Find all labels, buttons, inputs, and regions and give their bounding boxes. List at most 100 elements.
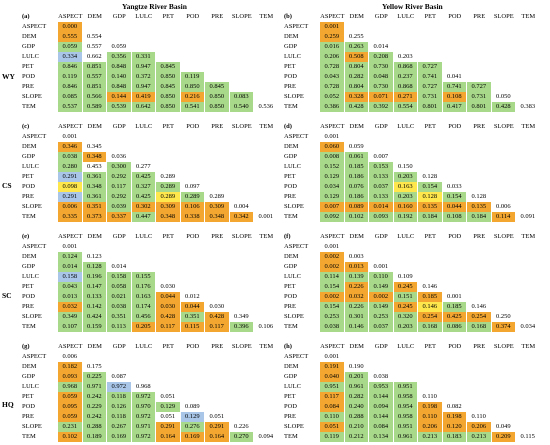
column-header: SLOPE (493, 343, 514, 350)
table-cell: 0.731 (418, 92, 442, 102)
table-cell: 0.001 (324, 243, 340, 250)
row-header: PRE (284, 303, 296, 310)
table-cell: 0.206 (418, 422, 442, 432)
table-cell: 0.961 (393, 432, 417, 442)
column-header: POD (448, 343, 462, 350)
table-cell: 0.557 (86, 43, 102, 50)
table-cell: 0.030 (209, 303, 225, 310)
row-header: DEM (22, 363, 37, 370)
table-cell: 0.850 (156, 102, 180, 112)
table-cell: 0.951 (393, 422, 417, 432)
table-cell: 0.126 (107, 402, 131, 412)
table-cell: 0.033 (446, 183, 462, 190)
table-cell: 0.309 (156, 202, 180, 212)
row-header: PRE (22, 413, 34, 420)
table-cell: 0.728 (320, 82, 344, 92)
table-cell: 0.183 (442, 432, 466, 442)
table-cell: 0.037 (369, 322, 393, 332)
table-cell: 0.006 (495, 203, 511, 210)
table-cell: 0.727 (418, 82, 442, 92)
table-cell: 0.008 (320, 152, 344, 162)
table-cell: 0.282 (344, 392, 368, 402)
table-cell: 0.124 (58, 252, 82, 262)
table-panel: (a) ASPECT DEM GDP LULC PET POD PRE SLOPE TEM ASPE… (22, 12, 286, 114)
row-header: ASPECT (22, 23, 47, 30)
table-cell: 0.006 (62, 353, 78, 360)
column-header: POD (186, 343, 200, 350)
table-cell: 0.034 (520, 323, 536, 330)
row-header: PRE (284, 193, 296, 200)
row-header: PET (284, 63, 296, 70)
row-header: DEM (22, 253, 37, 260)
table-cell: 0.291 (58, 192, 82, 202)
column-header: PET (162, 343, 175, 350)
column-header: PET (162, 123, 175, 130)
column-header: TEM (521, 343, 536, 350)
column-header: POD (448, 123, 462, 130)
table-cell: 0.164 (156, 432, 180, 442)
row-header: LULC (284, 163, 301, 170)
row-header: SLOPE (22, 93, 42, 100)
table-cell: 0.059 (58, 42, 82, 52)
table-cell: 0.108 (442, 92, 466, 102)
table-cell: 0.052 (320, 92, 344, 102)
table-cell: 0.868 (393, 82, 417, 92)
table-cell: 0.289 (156, 182, 180, 192)
table-cell: 0.115 (180, 322, 204, 332)
table-cell: 0.292 (107, 192, 131, 202)
column-header: GDP (112, 343, 126, 350)
table-cell: 0.291 (156, 422, 180, 432)
table-cell: 0.727 (467, 82, 491, 92)
table-cell: 0.093 (58, 372, 82, 382)
table-cell: 0.032 (344, 292, 368, 302)
table-cell: 0.146 (418, 302, 442, 312)
row-header: GDP (22, 153, 36, 160)
table-cell: 0.958 (393, 392, 417, 402)
table-cell: 0.163 (393, 182, 417, 192)
table-cell: 0.250 (495, 313, 511, 320)
row-header: LULC (284, 273, 301, 280)
column-header: SLOPE (231, 13, 252, 20)
table-cell: 0.154 (442, 192, 466, 202)
table-cell: 0.174 (131, 302, 155, 312)
table-cell: 0.540 (229, 102, 253, 112)
table-cell: 0.361 (82, 192, 106, 202)
table-cell: 0.289 (209, 193, 225, 200)
row-header: SLOPE (22, 203, 42, 210)
table-cell: 0.419 (131, 92, 155, 102)
table-cell: 0.589 (82, 102, 106, 112)
row-header: PET (22, 393, 34, 400)
row-header: GDP (22, 263, 36, 270)
column-header: LULC (135, 343, 153, 350)
column-header: DEM (349, 343, 364, 350)
row-header: PET (22, 63, 34, 70)
table-cell: 0.254 (467, 312, 491, 322)
table-cell: 0.741 (442, 82, 466, 92)
table-cell: 0.050 (495, 93, 511, 100)
column-header: PET (424, 13, 437, 20)
table-cell: 0.212 (344, 432, 368, 442)
table-cell: 0.337 (107, 212, 131, 222)
table-cell: 0.003 (348, 253, 364, 260)
table-cell: 0.334 (58, 52, 82, 62)
row-header: POD (284, 183, 298, 190)
column-header: GDP (374, 343, 388, 350)
table-cell: 0.133 (369, 172, 393, 182)
column-header: PRE (473, 13, 486, 20)
table-cell: 0.276 (180, 422, 204, 432)
column-header: ASPECT (58, 13, 83, 20)
table-cell: 0.289 (160, 173, 176, 180)
row-header: GDP (22, 43, 36, 50)
table-cell: 0.102 (344, 212, 368, 222)
table-cell: 0.185 (442, 302, 466, 312)
table-cell: 0.253 (369, 312, 393, 322)
table-cell: 0.021 (107, 292, 131, 302)
table-cell: 0.541 (180, 102, 204, 112)
table-cell: 0.386 (320, 102, 344, 112)
table-cell: 0.566 (82, 92, 106, 102)
table-cell: 0.001 (373, 263, 389, 270)
column-header: PRE (473, 123, 486, 130)
table-cell: 0.002 (320, 292, 344, 302)
table-cell: 0.013 (58, 292, 82, 302)
table-cell: 0.741 (418, 72, 442, 82)
